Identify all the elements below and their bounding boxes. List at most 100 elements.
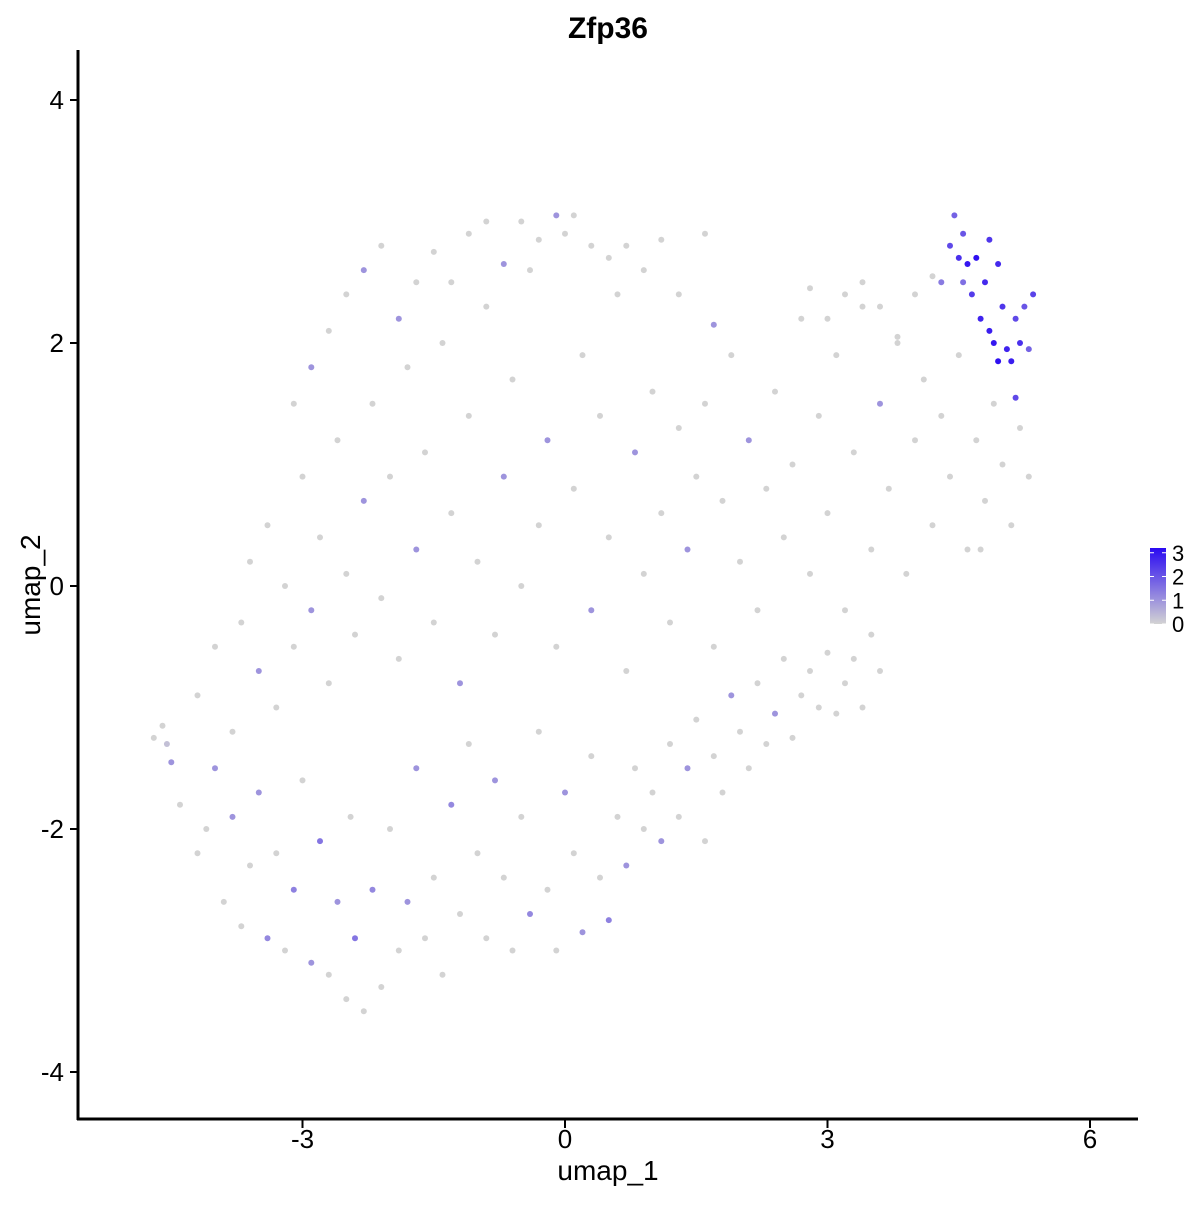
cell-point <box>334 437 341 444</box>
cell-point <box>842 291 848 298</box>
cell-point <box>404 364 411 371</box>
cell-point <box>194 850 201 857</box>
cell-point <box>325 680 332 687</box>
cell-point <box>623 242 630 249</box>
colorbar-tick-label: 3 <box>1172 541 1184 566</box>
cell-point <box>640 267 647 274</box>
cell-point <box>605 917 612 924</box>
cell-point <box>212 643 218 650</box>
cell-point <box>282 947 288 954</box>
cell-point <box>483 218 490 225</box>
cell-point <box>850 655 857 662</box>
cell-point <box>413 765 420 772</box>
cell-point <box>588 607 595 614</box>
cell-point <box>343 996 350 1003</box>
cell-point <box>203 826 210 832</box>
x-tick-label: -3 <box>291 1124 314 1154</box>
cell-point <box>527 911 533 917</box>
x-tick-label: 6 <box>1083 1124 1097 1154</box>
cell-point <box>877 303 883 310</box>
x-tick-label: 3 <box>820 1124 834 1154</box>
cell-point <box>483 935 490 942</box>
cell-point <box>807 285 813 292</box>
cell-point <box>938 279 945 286</box>
cell-point <box>947 473 953 480</box>
cell-point <box>649 388 656 395</box>
cell-point <box>352 935 358 942</box>
cell-point <box>360 497 367 504</box>
cell-point <box>894 333 901 340</box>
y-tick-label: -4 <box>41 1057 64 1087</box>
cell-point <box>684 765 691 772</box>
cell-point <box>995 261 1002 267</box>
y-tick-label: 2 <box>50 328 64 358</box>
cell-point <box>413 546 420 553</box>
cell-point <box>702 838 708 845</box>
cell-point <box>842 680 848 687</box>
cell-point <box>483 303 490 310</box>
cell-point <box>850 449 857 456</box>
cell-point <box>570 485 577 492</box>
cell-point <box>798 315 805 322</box>
cell-point <box>343 291 350 298</box>
cell-point <box>737 728 743 735</box>
cell-point <box>640 826 647 832</box>
cell-point <box>544 886 551 893</box>
cell-point <box>325 971 332 978</box>
cell-point <box>448 279 455 286</box>
cell-point <box>982 497 988 504</box>
cell-point <box>780 655 787 662</box>
cell-point <box>833 710 840 717</box>
cell-point <box>255 668 262 674</box>
cell-point <box>334 898 341 905</box>
cell-point <box>439 340 446 346</box>
cell-point <box>990 400 997 407</box>
cell-point <box>719 789 726 796</box>
cell-point <box>1012 315 1019 322</box>
cell-point <box>693 716 700 723</box>
cell-point <box>317 534 323 541</box>
cell-point <box>150 734 157 741</box>
cell-point <box>325 327 332 334</box>
cell-point <box>999 303 1006 310</box>
cell-point <box>977 546 984 553</box>
cell-point <box>605 534 612 541</box>
cell-point <box>885 485 892 492</box>
cell-point <box>623 862 630 869</box>
colorbar-tick-label: 1 <box>1172 588 1184 613</box>
colorbar-gradient <box>1150 548 1166 624</box>
cell-point <box>960 279 967 286</box>
cell-point <box>728 692 735 699</box>
cell-point <box>1030 291 1037 298</box>
cell-point <box>1008 522 1015 529</box>
y-tick-label: 4 <box>50 85 64 115</box>
cell-point <box>710 321 717 328</box>
cell-point <box>999 461 1006 468</box>
cell-point <box>579 929 586 936</box>
cell-point <box>605 254 612 261</box>
cell-point <box>290 886 297 893</box>
cell-point <box>920 376 927 383</box>
cell-point <box>798 692 805 699</box>
cell-point <box>238 619 245 626</box>
cell-point <box>877 400 883 407</box>
cell-point <box>163 741 170 747</box>
cell-point <box>824 315 831 322</box>
cell-point <box>570 850 577 857</box>
cell-point <box>772 710 778 717</box>
cell-point <box>579 352 586 359</box>
cell-point <box>387 473 393 480</box>
cell-point <box>535 236 542 243</box>
cell-point <box>614 813 621 820</box>
colorbar-tick-label: 2 <box>1172 565 1184 590</box>
cell-point <box>1025 346 1032 353</box>
y-axis-label: umap_2 <box>15 534 46 635</box>
cell-point <box>474 850 481 857</box>
cell-point <box>518 218 525 225</box>
cell-point <box>986 327 993 334</box>
cell-point <box>614 291 621 298</box>
cell-point <box>807 668 813 674</box>
y-axis-ticks: -4 -2 0 2 4 <box>41 85 78 1087</box>
cell-point <box>290 643 297 650</box>
